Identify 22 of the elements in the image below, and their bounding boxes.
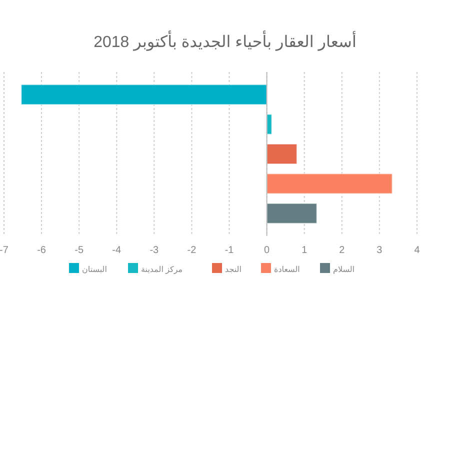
bar — [266, 202, 318, 224]
bar — [266, 144, 298, 164]
legend-label: السلام — [333, 265, 355, 274]
legend-label: السعادة — [274, 265, 300, 274]
x-tick-label: -2 — [187, 245, 197, 256]
x-tick-label: -7 — [0, 245, 9, 256]
x-tick-label: 2 — [339, 245, 346, 256]
x-tick-label: 0 — [264, 245, 270, 256]
legend-label: النجد — [225, 265, 242, 274]
x-tick-label: 3 — [376, 245, 383, 256]
chart-title: أسعار العقار بأحياء الجديدة بأكتوبر 2018 — [94, 30, 356, 51]
legend-label: البستان — [82, 265, 107, 274]
x-tick-label: -4 — [112, 245, 122, 256]
bar — [20, 84, 268, 106]
x-tick-label: -5 — [74, 245, 84, 256]
x-tick-label: -1 — [224, 245, 234, 256]
x-tick-label: 4 — [414, 245, 420, 256]
legend-label: مركز المدينة — [141, 265, 183, 274]
bar — [266, 173, 393, 194]
x-tick-label: -6 — [37, 245, 46, 256]
x-tick-label: -3 — [150, 245, 160, 256]
x-tick-label: 1 — [302, 245, 308, 256]
